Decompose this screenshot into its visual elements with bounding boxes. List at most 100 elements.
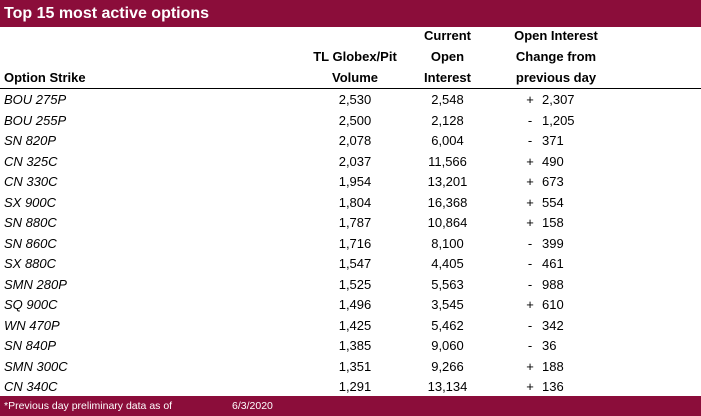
option-strike-cell: SN 840P	[4, 338, 57, 353]
volume-cell: 1,954	[338, 174, 372, 189]
volume-cell: 1,425	[338, 317, 372, 333]
change-value-cell: 2,307	[542, 92, 575, 107]
header-change: Open Interest Change from previous day	[496, 25, 616, 88]
option-strike-cell: BOU 255P	[4, 112, 67, 128]
table-row: SX 900C 1,804 16,368 +554	[0, 193, 701, 214]
volume-cell: 2,078	[338, 133, 372, 148]
volume-cell: 1,385	[338, 338, 372, 353]
open-interest-cell: 5,462	[431, 317, 464, 333]
header-volume-line: Volume	[332, 70, 378, 85]
change-value-cell: 988	[542, 276, 564, 292]
option-strike-cell: CN 330C	[4, 174, 58, 189]
option-strike-cell: SN 820P	[4, 133, 57, 148]
open-interest-cell: 4,405	[431, 256, 464, 271]
table-row: SMN 300C 1,351 9,266 +188	[0, 357, 701, 378]
footer-note: *Previous day preliminary data as of	[4, 400, 173, 412]
volume-cell: 1,787	[338, 215, 372, 230]
change-value-cell: 371	[542, 133, 564, 148]
change-sign-cell: -	[527, 256, 533, 271]
option-strike-cell: SN 860C	[4, 235, 57, 251]
change-sign-cell: -	[527, 112, 533, 128]
change-value-cell: 1,205	[542, 112, 575, 128]
open-interest-cell: 16,368	[427, 194, 468, 210]
option-strike-cell: WN 470P	[4, 317, 60, 333]
change-sign-cell: +	[526, 297, 534, 312]
header-divider	[0, 88, 701, 89]
volume-cell: 1,496	[338, 297, 372, 312]
change-sign-cell: -	[527, 133, 533, 148]
open-interest-cell: 2,128	[431, 112, 464, 128]
option-strike-cell: SX 900C	[4, 194, 57, 210]
change-value-cell: 461	[542, 256, 564, 271]
volume-cell: 2,500	[338, 112, 372, 128]
option-strike-cell: SMN 300C	[4, 358, 68, 374]
table-title: Top 15 most active options	[0, 0, 701, 27]
change-value-cell: 188	[542, 358, 564, 374]
table-row: BOU 255P 2,500 2,128 -1,205	[0, 111, 701, 132]
table-row: SQ 900C 1,496 3,545 +610	[0, 295, 701, 316]
volume-cell: 1,547	[338, 256, 372, 271]
option-strike-cell: CN 340C	[4, 379, 58, 394]
table-row: CN 340C 1,291 13,134 +136	[0, 377, 701, 398]
change-sign-cell: -	[527, 235, 533, 251]
open-interest-cell: 9,060	[431, 338, 464, 353]
table-row: SX 880C 1,547 4,405 -461	[0, 254, 701, 275]
change-sign-cell: +	[526, 358, 534, 374]
footer-date: 6/3/2020	[232, 400, 273, 412]
change-value-cell: 673	[542, 174, 564, 189]
header-volume-line: TL Globex/Pit	[313, 49, 397, 64]
header-strike-line: Option Strike	[4, 70, 86, 85]
change-sign-cell: +	[526, 379, 534, 394]
table-row: BOU 275P 2,530 2,548 +2,307	[0, 90, 701, 111]
volume-cell: 1,716	[338, 235, 372, 251]
open-interest-cell: 6,004	[431, 133, 464, 148]
volume-cell: 1,351	[338, 358, 372, 374]
header-oi-line: Open	[430, 49, 465, 64]
open-interest-cell: 13,134	[427, 379, 468, 394]
open-interest-cell: 3,545	[431, 297, 464, 312]
change-value-cell: 36	[542, 338, 557, 353]
table-row: SN 820P 2,078 6,004 -371	[0, 131, 701, 152]
open-interest-cell: 11,566	[428, 153, 467, 169]
volume-cell: 1,804	[338, 194, 372, 210]
change-value-cell: 136	[542, 379, 564, 394]
open-interest-cell: 13,201	[427, 174, 468, 189]
header-volume: TL Globex/Pit Volume	[290, 46, 420, 88]
header-oi-line: Interest	[424, 70, 471, 85]
volume-cell: 2,530	[338, 92, 372, 107]
header-change-line: previous day	[515, 70, 597, 85]
volume-cell: 1,291	[338, 379, 372, 394]
change-value-cell: 342	[542, 317, 564, 333]
change-sign-cell: +	[526, 215, 534, 230]
change-value-cell: 610	[542, 297, 564, 312]
table-row: CN 330C 1,954 13,201 +673	[0, 172, 701, 193]
change-sign-cell: -	[527, 276, 533, 292]
volume-cell: 2,037	[338, 153, 372, 169]
change-sign-cell: +	[526, 194, 534, 210]
change-sign-cell: +	[526, 92, 534, 107]
table-row: SN 860C 1,716 8,100 -399	[0, 234, 701, 255]
change-value-cell: 490	[542, 153, 564, 169]
open-interest-cell: 8,100	[431, 235, 464, 251]
open-interest-cell: 9,266	[431, 358, 464, 374]
table-row: WN 470P 1,425 5,462 -342	[0, 316, 701, 337]
option-strike-cell: SMN 280P	[4, 276, 67, 292]
option-strike-cell: SX 880C	[4, 256, 57, 271]
change-sign-cell: +	[526, 174, 534, 189]
table-row: SN 880C 1,787 10,864 +158	[0, 213, 701, 234]
change-sign-cell: -	[527, 317, 533, 333]
table-row: SN 840P 1,385 9,060 -36	[0, 336, 701, 357]
footer-bar: *Previous day preliminary data as of 6/3…	[0, 396, 701, 416]
option-strike-cell: BOU 275P	[4, 92, 67, 107]
change-sign-cell: +	[526, 153, 534, 169]
header-open-interest: Current Open Interest	[400, 25, 495, 88]
open-interest-cell: 10,864	[427, 215, 468, 230]
option-strike-cell: SN 880C	[4, 215, 57, 230]
open-interest-cell: 5,563	[431, 276, 464, 292]
change-value-cell: 399	[542, 235, 564, 251]
option-strike-cell: CN 325C	[4, 153, 58, 169]
header-change-line: Change from	[515, 49, 597, 64]
header-strike: Option Strike	[4, 67, 86, 88]
header-change-line: Open Interest	[514, 28, 598, 43]
